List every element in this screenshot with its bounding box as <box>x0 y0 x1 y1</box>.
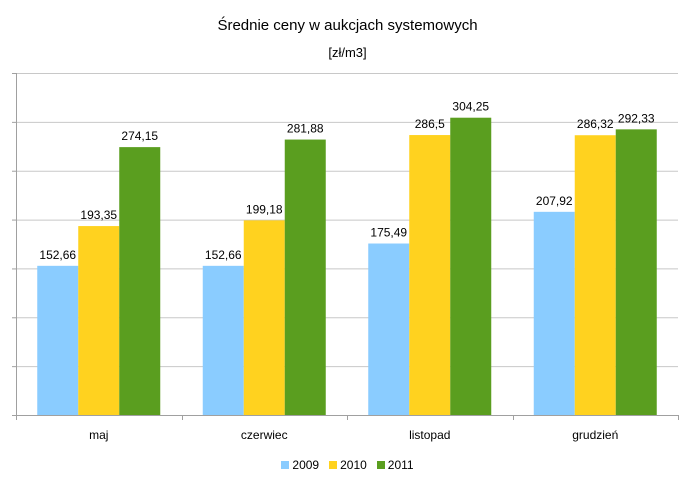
bar-2011-grudzień <box>615 129 657 416</box>
data-label: 199,18 <box>246 202 283 216</box>
bar-2009-grudzień <box>533 211 575 415</box>
legend-label-2009: 2009 <box>292 458 320 472</box>
data-label: 274,15 <box>121 129 158 143</box>
legend-swatch-2011 <box>376 461 385 469</box>
bar-2010-grudzień <box>574 135 616 415</box>
legend-item-2009: 2009 <box>281 458 319 472</box>
chart-title: Średnie ceny w aukcjach systemowych <box>217 17 478 34</box>
data-label: 281,88 <box>287 122 324 136</box>
legend-item-2010: 2010 <box>329 458 367 472</box>
legend-label-2010: 2010 <box>340 458 367 472</box>
bar-2009-czerwiec <box>202 265 244 415</box>
bar-2011-listopad <box>450 117 492 415</box>
data-label: 286,5 <box>415 117 445 131</box>
data-label: 152,66 <box>39 248 76 262</box>
legend-swatch-2010 <box>329 461 338 469</box>
legend-label-2011: 2011 <box>387 458 414 472</box>
data-label: 286,32 <box>577 117 614 131</box>
data-label: 207,92 <box>536 194 573 208</box>
legend-item-2011: 2011 <box>376 458 414 472</box>
x-tick-label: czerwiec <box>241 428 288 442</box>
chart-subtitle: [zł/m3] <box>328 45 367 60</box>
data-label: 193,35 <box>80 208 117 222</box>
x-tick-label: grudzień <box>572 428 618 442</box>
x-tick-label: listopad <box>409 428 450 442</box>
bar-2010-czerwiec <box>243 220 285 415</box>
x-tick-label: maj <box>89 428 108 442</box>
bar-2009-maj <box>37 265 79 415</box>
data-label: 304,25 <box>452 100 489 114</box>
legend-swatch-2009 <box>281 461 290 469</box>
data-label: 152,66 <box>205 248 242 262</box>
bar-2009-listopad <box>368 243 410 415</box>
bar-2010-listopad <box>409 135 451 415</box>
data-label: 175,49 <box>370 226 407 240</box>
bar-2011-czerwiec <box>284 139 326 415</box>
bar-2011-maj <box>119 147 161 416</box>
data-label: 292,33 <box>618 111 655 125</box>
chart-legend: 2009 2010 2011 <box>0 458 695 472</box>
bar-2010-maj <box>78 226 120 415</box>
